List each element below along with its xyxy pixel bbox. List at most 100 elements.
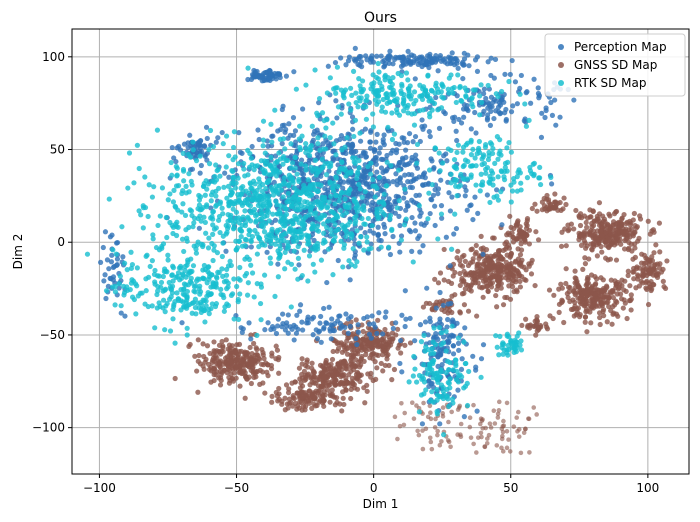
scatter-point (478, 430, 484, 436)
scatter-point (327, 180, 333, 186)
scatter-point (401, 95, 407, 102)
scatter-point (258, 361, 265, 367)
scatter-point (475, 210, 481, 216)
scatter-point (318, 205, 324, 211)
scatter-point (264, 237, 270, 243)
scatter-point (217, 201, 223, 207)
scatter-point (211, 365, 217, 371)
scatter-point (191, 220, 197, 226)
scatter-point (387, 251, 394, 258)
scatter-point (452, 176, 458, 183)
scatter-point (235, 276, 242, 282)
scatter-point (581, 289, 588, 295)
scatter-point (654, 272, 660, 278)
scatter-point (223, 133, 230, 139)
scatter-point (299, 407, 305, 413)
scatter-point (495, 197, 502, 203)
scatter-point (296, 176, 302, 183)
scatter-point (465, 107, 471, 114)
scatter-point (599, 249, 605, 255)
scatter-point (225, 183, 232, 189)
scatter-point (420, 446, 426, 452)
scatter-point (409, 400, 415, 405)
scatter-point (291, 337, 297, 343)
scatter-point (630, 217, 636, 223)
scatter-point (387, 212, 394, 219)
scatter-point (358, 54, 364, 60)
scatter-point (322, 194, 328, 200)
scatter-point (349, 114, 356, 120)
scatter-point (445, 340, 451, 346)
scatter-point (301, 182, 307, 189)
scatter-point (539, 207, 545, 213)
scatter-point (412, 220, 418, 226)
scatter-point (219, 205, 225, 211)
scatter-point (102, 229, 109, 235)
scatter-point (412, 228, 419, 234)
scatter-point (219, 266, 225, 272)
scatter-point (473, 130, 479, 136)
scatter-point (502, 110, 508, 116)
scatter-point (173, 232, 180, 239)
scatter-point (303, 163, 309, 169)
scatter-point (247, 180, 253, 186)
scatter-point (184, 332, 190, 338)
scatter-point (279, 122, 286, 129)
scatter-point (458, 120, 465, 126)
scatter-point (381, 224, 388, 230)
scatter-point (325, 246, 332, 252)
scatter-point (565, 222, 571, 228)
scatter-point (523, 225, 530, 231)
scatter-point (329, 217, 335, 224)
scatter-point (296, 365, 303, 371)
scatter-point (274, 323, 281, 329)
scatter-point (396, 198, 402, 204)
scatter-point (361, 247, 367, 253)
scatter-point (364, 234, 370, 240)
scatter-point (373, 74, 380, 81)
scatter-point (347, 323, 353, 329)
scatter-point (165, 252, 171, 258)
scatter-point (103, 295, 109, 302)
scatter-point (143, 288, 149, 294)
scatter-point (476, 88, 482, 95)
scatter-point (294, 171, 300, 177)
scatter-point (572, 275, 578, 281)
scatter-point (516, 427, 522, 432)
scatter-point (406, 227, 413, 233)
scatter-point (498, 152, 504, 158)
scatter-point (376, 214, 382, 220)
scatter-point (529, 205, 535, 212)
scatter-point (509, 280, 515, 286)
scatter-point (224, 195, 230, 201)
scatter-point (193, 246, 199, 252)
scatter-point (351, 381, 357, 388)
scatter-point (613, 208, 620, 215)
scatter-point (490, 146, 496, 152)
scatter-point (319, 363, 325, 370)
scatter-point (209, 301, 215, 307)
scatter-point (230, 144, 237, 151)
scatter-point (206, 271, 212, 277)
scatter-point (282, 181, 288, 187)
scatter-point (364, 388, 370, 394)
scatter-point (553, 202, 559, 208)
scatter-point (330, 369, 336, 375)
scatter-point (320, 141, 326, 147)
scatter-point (604, 292, 610, 298)
scatter-point (454, 93, 460, 99)
scatter-point (245, 147, 251, 153)
scatter-point (124, 267, 130, 273)
scatter-point (608, 277, 614, 283)
scatter-point (492, 160, 498, 167)
scatter-point (314, 336, 321, 342)
scatter-point (516, 167, 522, 173)
scatter-point (269, 399, 275, 405)
scatter-point (323, 172, 330, 178)
scatter-point (318, 313, 324, 320)
scatter-point (269, 226, 275, 232)
scatter-point (417, 82, 423, 88)
scatter-point (524, 216, 531, 222)
scatter-point (238, 228, 245, 234)
scatter-point (297, 214, 303, 220)
